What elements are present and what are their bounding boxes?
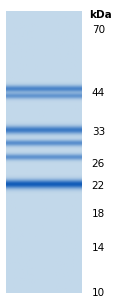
Text: 14: 14 [92, 242, 105, 253]
Text: kDa: kDa [89, 10, 112, 20]
Text: 70: 70 [92, 25, 105, 35]
Text: 26: 26 [92, 159, 105, 169]
Text: 44: 44 [92, 88, 105, 98]
Text: 33: 33 [92, 127, 105, 137]
Text: 10: 10 [92, 288, 105, 298]
Text: 18: 18 [92, 209, 105, 219]
Bar [6, 12, 81, 293]
Text: 22: 22 [92, 181, 105, 191]
